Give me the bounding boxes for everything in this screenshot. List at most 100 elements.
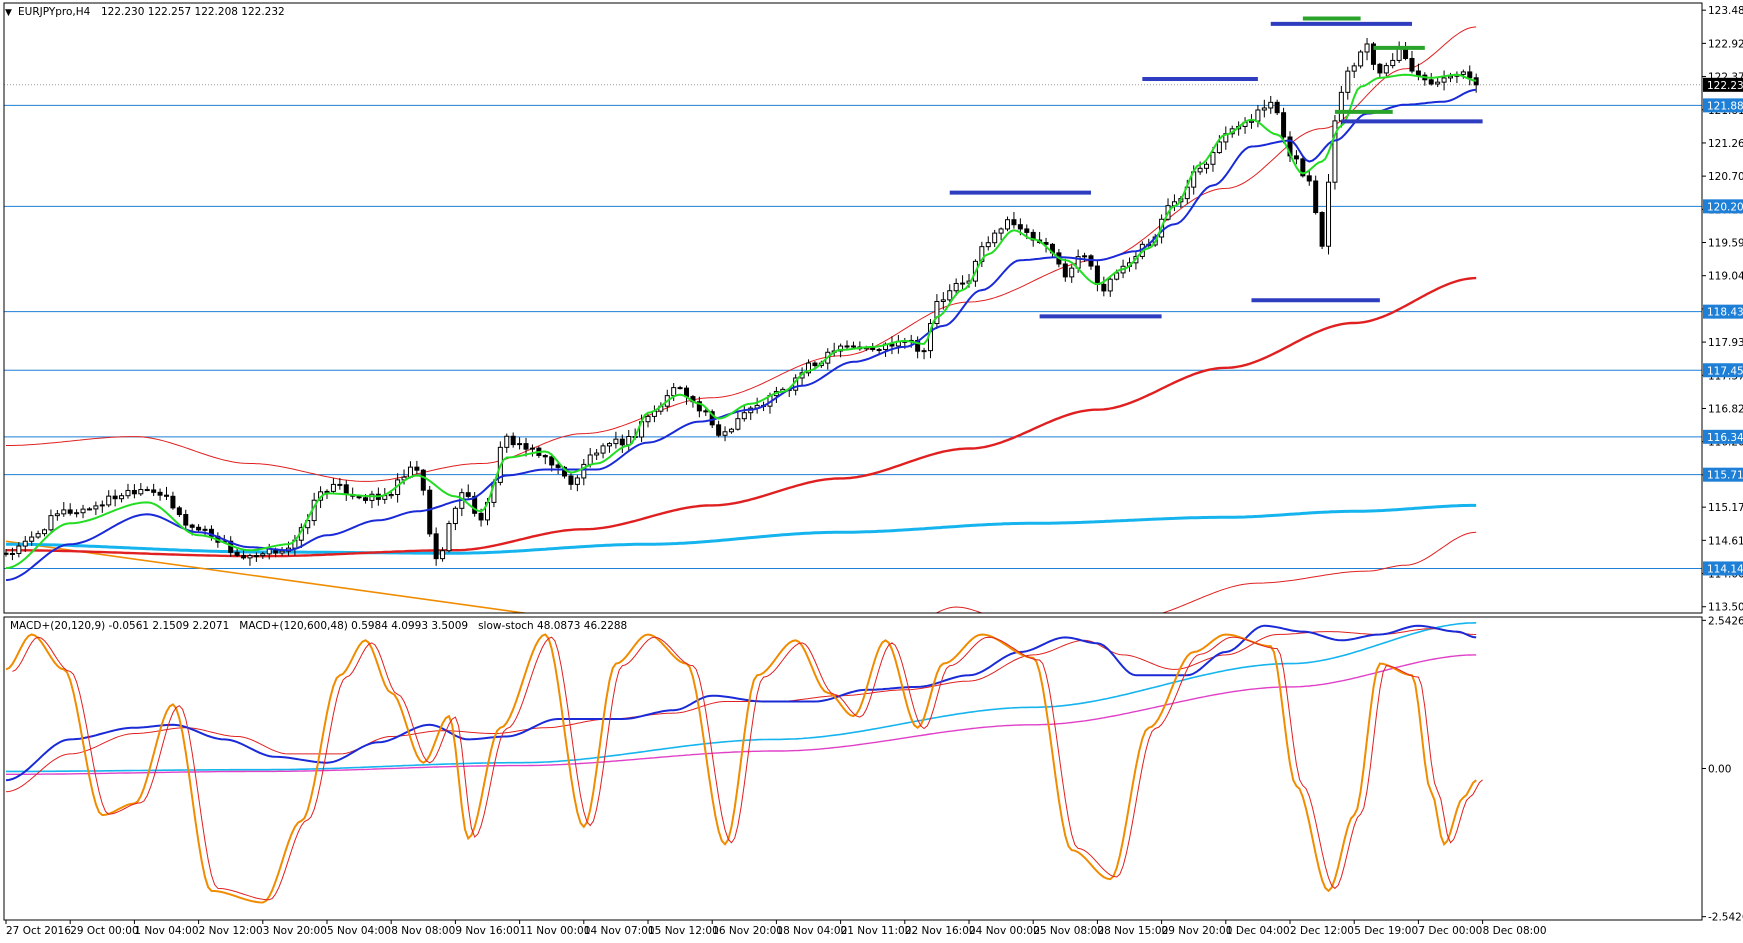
- candle-body: [517, 443, 523, 446]
- candle-body: [985, 242, 991, 248]
- candle-body: [48, 515, 54, 531]
- candle-body: [253, 555, 259, 558]
- candle: [504, 433, 510, 453]
- candle: [523, 437, 529, 457]
- candle: [1313, 175, 1319, 215]
- candle: [99, 500, 105, 513]
- candle: [80, 504, 86, 519]
- candle-body: [600, 445, 606, 454]
- price-axis-label: 116.820: [1708, 403, 1743, 415]
- candle: [1377, 62, 1383, 78]
- candle-body: [125, 489, 131, 497]
- candle-body: [54, 513, 60, 517]
- candle-body: [241, 554, 247, 559]
- indicator-pane[interactable]: [5, 622, 1483, 904]
- level-price-tag: [1703, 363, 1743, 378]
- ma-very-slow-line: [6, 503, 1477, 555]
- symbol-caret-icon[interactable]: ▼: [5, 8, 12, 18]
- time-axis-label: 5 Dec 19:00: [1354, 925, 1418, 937]
- candle-body: [1332, 120, 1338, 183]
- candle: [183, 509, 189, 530]
- candle-body: [343, 484, 349, 496]
- time-axis-label: 29 Nov 20:00: [1162, 925, 1233, 937]
- candle: [1268, 95, 1274, 114]
- candle: [619, 434, 625, 453]
- candle-body: [671, 387, 677, 397]
- candle-body: [247, 555, 253, 559]
- candle: [1274, 99, 1280, 116]
- candle-body: [9, 552, 15, 555]
- candle: [542, 454, 548, 465]
- price-axis-label: 121.260: [1708, 138, 1743, 150]
- indicator-axis-label: 2.5426: [1708, 615, 1743, 627]
- candle: [722, 426, 728, 442]
- candle-body: [998, 228, 1004, 234]
- candle-body: [1370, 43, 1376, 65]
- time-axis-label: 1 Dec 04:00: [1226, 925, 1290, 937]
- candle: [9, 547, 15, 561]
- candle-body: [549, 456, 555, 466]
- candle: [138, 483, 144, 496]
- time-axis-label: 28 Nov 15:00: [1097, 925, 1168, 937]
- price-pane[interactable]: [4, 16, 1702, 727]
- candle-body: [1114, 272, 1120, 280]
- candle: [106, 490, 112, 508]
- candle-body: [35, 533, 41, 538]
- candle: [1107, 277, 1113, 297]
- candle-body: [555, 464, 561, 468]
- candle-body: [1390, 59, 1396, 67]
- candle-body: [465, 492, 471, 497]
- candle: [54, 509, 60, 521]
- candle-body: [260, 553, 266, 557]
- candle: [1383, 62, 1389, 77]
- candle: [568, 473, 574, 490]
- candle-body: [1011, 219, 1017, 226]
- candle: [1390, 53, 1396, 69]
- candle-body: [677, 387, 683, 390]
- time-axis-label: 18 Nov 04:00: [776, 925, 847, 937]
- trendline[interactable]: [5, 540, 545, 616]
- candle-body: [1351, 65, 1357, 72]
- candle: [16, 542, 22, 558]
- candle-body: [1017, 224, 1023, 230]
- candle: [677, 385, 683, 390]
- candle-body: [440, 550, 446, 560]
- candle-body: [1428, 79, 1434, 85]
- candle-body: [844, 345, 850, 348]
- candle-body: [947, 290, 953, 301]
- axes: 123.480122.925122.370121.815121.260120.7…: [5, 5, 1743, 937]
- candle: [1011, 211, 1017, 229]
- candle-body: [157, 491, 163, 496]
- candle: [29, 531, 35, 546]
- candle-body: [80, 508, 86, 514]
- candle-body: [1094, 265, 1100, 285]
- time-axis-label: 9 Nov 16:00: [455, 925, 519, 937]
- candle: [716, 420, 722, 438]
- candle-body: [806, 362, 811, 374]
- candle-body: [703, 410, 709, 413]
- candle-body: [151, 489, 157, 493]
- candle: [600, 443, 606, 459]
- candle-body: [388, 493, 394, 497]
- candle: [4, 548, 9, 557]
- candle-body: [420, 469, 426, 491]
- candle-body: [61, 509, 67, 515]
- price-axis-label: 123.480: [1708, 5, 1743, 17]
- candle: [247, 553, 253, 566]
- candle: [369, 490, 375, 509]
- candle: [446, 520, 452, 553]
- candle-body: [337, 483, 343, 486]
- candle: [529, 444, 535, 457]
- candle-body: [1210, 152, 1216, 165]
- candle-body: [112, 495, 118, 500]
- candle: [440, 547, 446, 562]
- candle: [1415, 63, 1421, 81]
- candle: [741, 405, 747, 422]
- candle: [125, 483, 131, 499]
- candle-body: [1467, 71, 1473, 79]
- candle-body: [1107, 278, 1113, 292]
- candle-body: [1409, 57, 1415, 72]
- candle-body: [67, 509, 73, 514]
